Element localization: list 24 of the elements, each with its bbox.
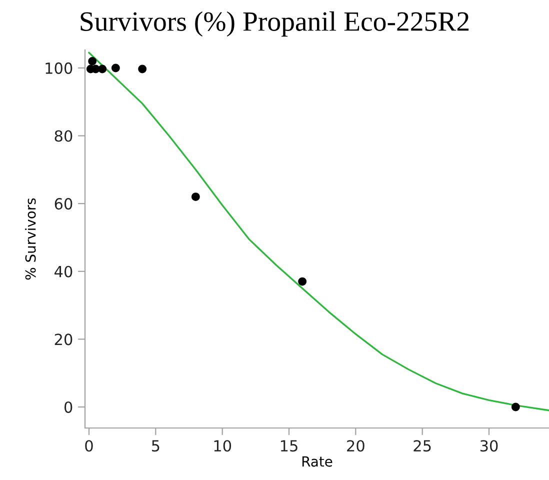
- point: [511, 402, 520, 412]
- y-axis-title: % Survivors: [25, 198, 36, 280]
- y-tick-label: 0: [64, 401, 72, 414]
- x-tick-label: 30: [480, 440, 498, 452]
- x-tick-label: 15: [280, 440, 298, 452]
- y-tick-label: 80: [54, 130, 72, 142]
- y-tick-label: 60: [54, 198, 72, 210]
- line-series: [88, 52, 549, 412]
- point: [98, 64, 107, 74]
- x-tick-label: 5: [152, 440, 160, 452]
- x-tick-label: 0: [85, 440, 93, 452]
- point: [88, 56, 97, 66]
- x-tick-label: 20: [347, 440, 364, 452]
- point: [191, 192, 200, 202]
- x-tick-label: 25: [414, 440, 431, 452]
- point: [138, 64, 147, 74]
- point: [111, 64, 120, 72]
- x-tick-label: 10: [214, 440, 232, 452]
- point: [298, 277, 307, 286]
- y-tick-label: 20: [54, 334, 72, 346]
- y-tick-label: 100: [46, 62, 72, 74]
- chart-title: Survivors (%) Propanil Eco-225R2: [80, 11, 469, 37]
- x-axis-title: Rate: [302, 456, 332, 467]
- y-tick-label: 40: [54, 266, 72, 278]
